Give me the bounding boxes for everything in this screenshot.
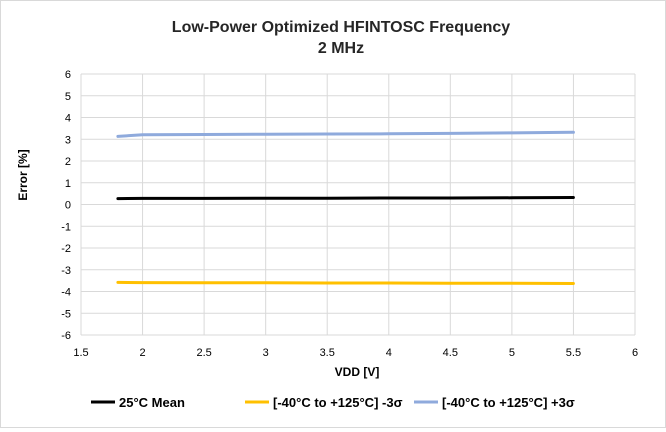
x-tick-label: 2.5: [196, 347, 211, 359]
y-tick-labels: 6 5 4 3 2 1 0 -1 -2 -3 -4 -5 -6: [61, 69, 71, 342]
y-tick-label: -3: [61, 265, 71, 277]
legend: 25°C Mean [-40°C to +125°C] -3σ [-40°C to …: [91, 395, 575, 410]
x-tick-label: 1.5: [73, 347, 88, 359]
x-tick-label: 4: [386, 347, 392, 359]
series-line-0: [116, 196, 575, 201]
plot-series: [116, 130, 575, 285]
y-axis-label: Error [%]: [16, 149, 30, 200]
x-tick-label: 2: [139, 347, 145, 359]
legend-label-2: [-40°C to +125°C] +3σ: [442, 395, 575, 410]
series-line-2: [116, 130, 575, 138]
legend-label-0: 25°C Mean: [119, 395, 185, 410]
x-tick-label: 4.5: [443, 347, 458, 359]
legend-label-1: [-40°C to +125°C] -3σ: [273, 395, 403, 410]
gridlines: [80, 73, 636, 336]
y-tick-label: 2: [65, 156, 71, 168]
y-tick-label: -4: [61, 287, 71, 299]
x-axis-label: VDD [V]: [335, 365, 380, 379]
x-tick-label: 3: [263, 347, 269, 359]
x-tick-label: 5: [509, 347, 515, 359]
x-tick-labels: 1.5 2 2.5 3 3.5 4 4.5 5 5.5 6: [73, 347, 638, 359]
x-tick-label: 6: [632, 347, 638, 359]
chart-subtitle: 2 MHz: [318, 40, 364, 57]
x-tick-label: 3.5: [320, 347, 335, 359]
y-tick-label: -5: [61, 308, 71, 320]
y-tick-label: 3: [65, 134, 71, 146]
y-tick-label: -1: [61, 221, 71, 233]
y-tick-label: 5: [65, 91, 71, 103]
series-line-1: [116, 280, 575, 285]
y-tick-label: -6: [61, 330, 71, 342]
y-tick-label: 4: [65, 113, 71, 125]
y-tick-label: 0: [65, 200, 71, 212]
chart-title: Low-Power Optimized HFINTOSC Frequency: [172, 19, 511, 36]
y-tick-label: 6: [65, 69, 71, 81]
y-tick-label: 1: [65, 178, 71, 190]
x-tick-label: 5.5: [566, 347, 581, 359]
y-tick-label: -2: [61, 243, 71, 255]
